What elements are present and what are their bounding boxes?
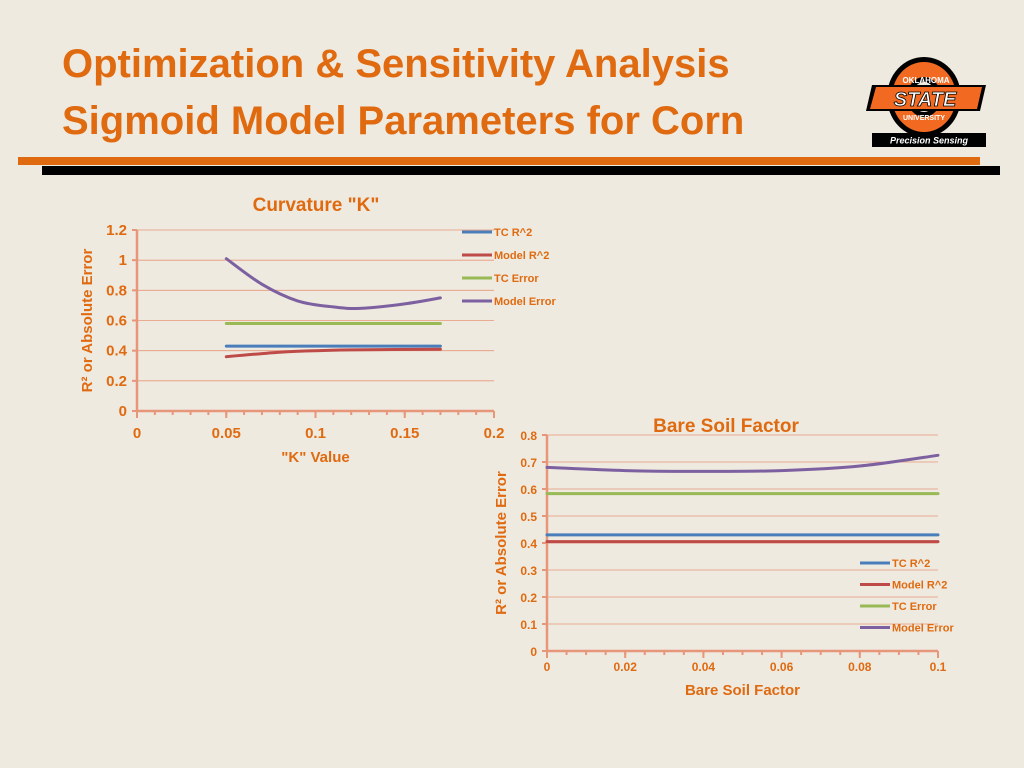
legend-label: Model Error <box>892 623 954 635</box>
y-tick-label: 0 <box>119 403 127 420</box>
y-tick-label: 0.8 <box>520 429 537 443</box>
y-tick-label: 0.5 <box>520 510 537 524</box>
chart-title: Curvature "K" <box>253 195 380 216</box>
slide-title-line-1: Optimization & Sensitivity Analysis <box>62 42 730 86</box>
y-tick-label: 0.6 <box>520 483 537 497</box>
y-tick-label: 1 <box>119 252 127 269</box>
logo-top-text: OKLAHOMA <box>902 76 949 85</box>
y-tick-label: 0.2 <box>106 373 127 390</box>
y-tick-label: 0.8 <box>106 282 127 299</box>
x-tick-label: 0.2 <box>484 425 505 442</box>
legend-label: TC Error <box>892 601 937 613</box>
y-tick-label: 0 <box>530 645 537 659</box>
logo-banner-bg <box>872 133 986 147</box>
series-line-3 <box>545 453 940 473</box>
logo-state-banner-inner <box>870 87 982 109</box>
header-rule-orange <box>18 157 980 165</box>
y-tick-label: 0.1 <box>520 618 537 632</box>
header-rule-black <box>42 166 1000 175</box>
x-tick-label: 0.05 <box>212 425 241 442</box>
logo-main-text: STATE <box>894 89 957 111</box>
y-tick-label: 0.6 <box>106 313 127 330</box>
x-tick-label: 0 <box>133 425 141 442</box>
osu-logo: OKLAHOMA STATE UNIVERSITY Precision Sens… <box>866 57 986 147</box>
x-axis-title: Bare Soil Factor <box>685 682 800 699</box>
y-tick-label: 0.7 <box>520 456 537 470</box>
x-tick-label: 0.1 <box>930 660 947 674</box>
x-tick-label: 0 <box>544 660 551 674</box>
y-axis-title: R² or Absolute Error <box>79 249 96 393</box>
x-tick-label: 0.02 <box>614 660 638 674</box>
legend-label: TC R^2 <box>494 227 532 239</box>
x-axis-title: "K" Value <box>281 449 349 466</box>
x-tick-label: 0.06 <box>770 660 794 674</box>
logo-sub-text: UNIVERSITY <box>903 115 945 122</box>
y-tick-label: 0.4 <box>106 343 128 360</box>
y-tick-label: 1.2 <box>106 222 127 239</box>
legend-label: TC Error <box>494 273 539 285</box>
legend-label: Model R^2 <box>892 580 947 592</box>
y-axis-title: R² or Absolute Error <box>493 471 510 615</box>
x-tick-label: 0.1 <box>305 425 326 442</box>
legend-label: Model R^2 <box>494 250 549 262</box>
series-line-3 <box>224 257 442 311</box>
series-line-1 <box>224 347 442 359</box>
chart-title: Bare Soil Factor <box>653 416 799 437</box>
x-tick-label: 0.04 <box>692 660 716 674</box>
x-tick-label: 0.15 <box>390 425 419 442</box>
y-tick-label: 0.2 <box>520 591 537 605</box>
y-tick-label: 0.4 <box>520 537 537 551</box>
logo-banner-text: Precision Sensing <box>890 136 969 146</box>
y-tick-label: 0.3 <box>520 564 537 578</box>
legend-label: Model Error <box>494 296 556 308</box>
x-tick-label: 0.08 <box>848 660 872 674</box>
legend-label: TC R^2 <box>892 558 930 570</box>
slide-title-line-2: Sigmoid Model Parameters for Corn <box>62 99 745 143</box>
